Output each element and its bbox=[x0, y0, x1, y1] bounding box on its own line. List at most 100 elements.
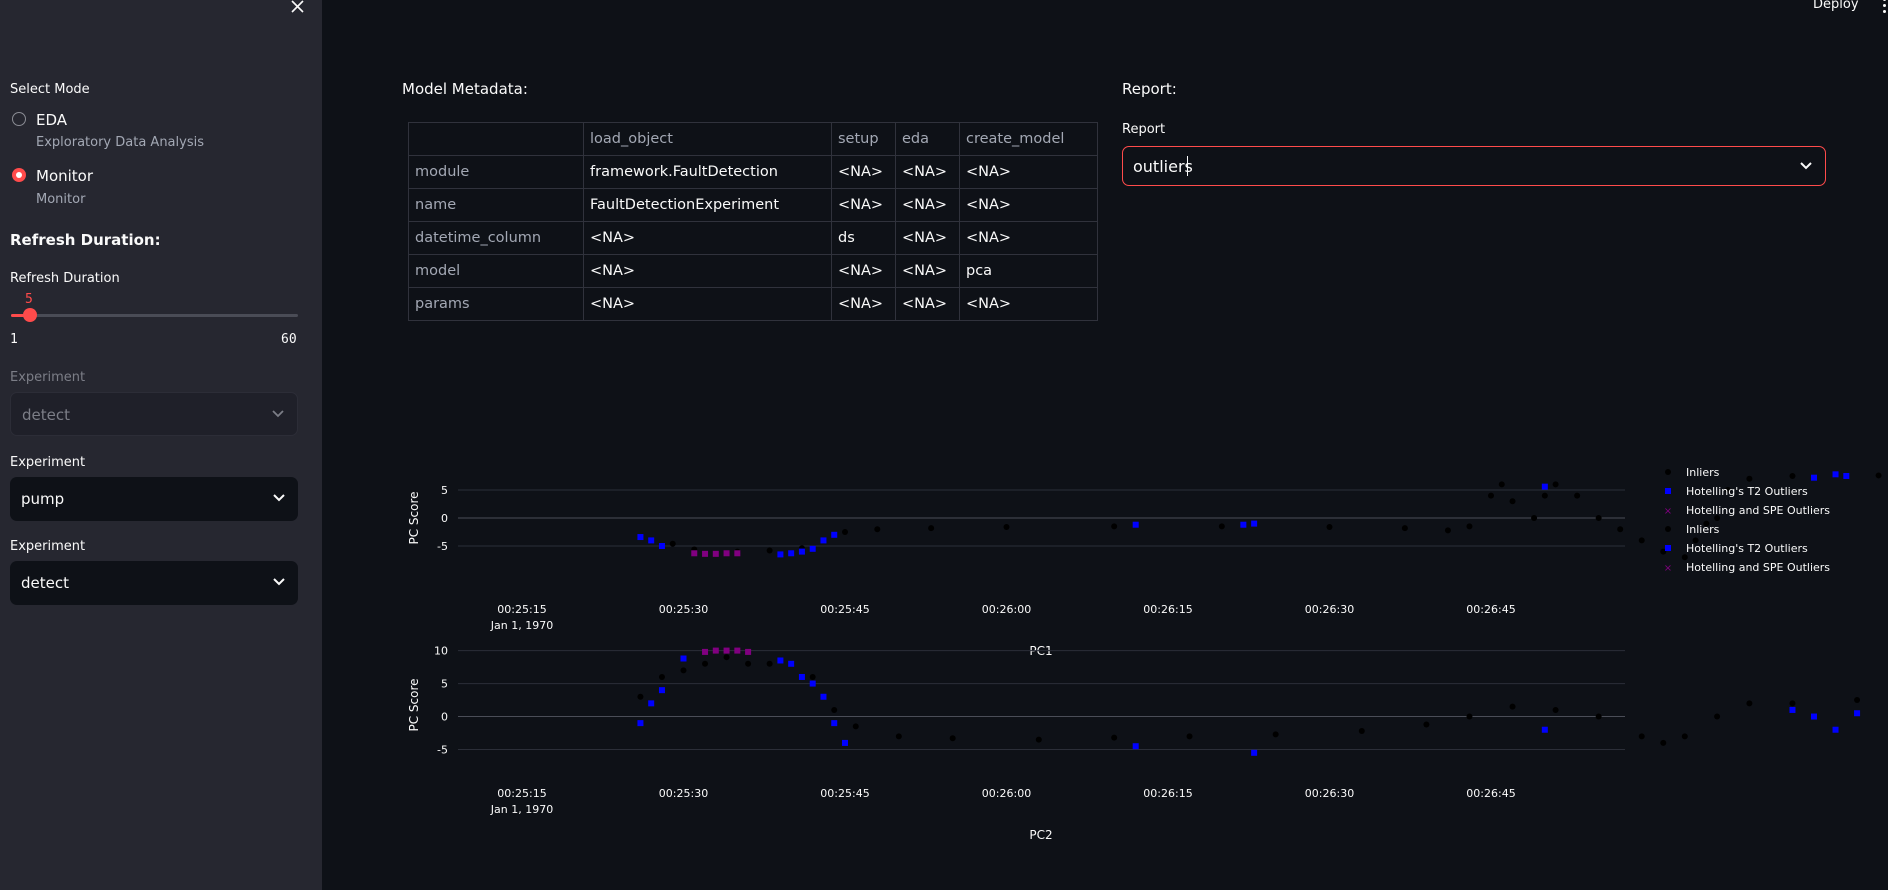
chevron-down-icon bbox=[273, 494, 285, 502]
data-point bbox=[1003, 523, 1010, 530]
data-point bbox=[1218, 523, 1225, 530]
data-point bbox=[637, 693, 644, 700]
select-mode-label: Select Mode bbox=[10, 82, 90, 97]
data-point bbox=[1401, 525, 1408, 532]
data-point bbox=[745, 648, 752, 655]
chevron-down-icon bbox=[272, 410, 284, 418]
radio-eda-label[interactable]: EDA bbox=[36, 111, 68, 129]
data-point bbox=[1531, 515, 1538, 521]
data-point bbox=[842, 529, 848, 535]
data-point bbox=[734, 647, 741, 654]
data-point bbox=[766, 547, 773, 554]
metadata-title: Model Metadata: bbox=[402, 80, 528, 98]
row-header: name bbox=[408, 188, 584, 222]
data-point bbox=[1724, 487, 1731, 493]
data-point bbox=[702, 660, 709, 667]
data-point bbox=[1111, 523, 1118, 530]
x-tick-label: 00:26:00 bbox=[982, 787, 1031, 800]
data-point bbox=[1444, 527, 1451, 534]
radio-monitor[interactable] bbox=[12, 168, 26, 182]
data-point bbox=[669, 540, 676, 547]
legend-marker bbox=[1665, 545, 1671, 551]
deploy-button[interactable]: Deploy bbox=[1813, 0, 1859, 12]
data-point bbox=[702, 648, 709, 655]
legend-label: Hotelling's T2 Outliers bbox=[1686, 542, 1808, 555]
table-cell: <NA> bbox=[895, 155, 960, 189]
data-point bbox=[734, 550, 741, 557]
table-cell: <NA> bbox=[831, 155, 896, 189]
data-point bbox=[928, 525, 935, 532]
data-point bbox=[798, 548, 805, 555]
x-tick-label: 00:26:45 bbox=[1466, 603, 1515, 616]
data-point bbox=[1186, 733, 1193, 740]
data-point bbox=[809, 545, 816, 552]
text-cursor bbox=[1187, 156, 1188, 176]
experiment-2-value: detect bbox=[21, 574, 69, 592]
data-point bbox=[1789, 700, 1796, 707]
row-header: params bbox=[408, 287, 584, 321]
data-point bbox=[1552, 481, 1559, 488]
data-point bbox=[1541, 726, 1548, 733]
report-select[interactable]: outliers bbox=[1122, 146, 1826, 186]
data-point bbox=[1466, 713, 1473, 720]
data-point bbox=[680, 667, 687, 674]
y-axis-label: PC Score bbox=[407, 491, 421, 544]
table-row: params <NA> <NA> <NA> <NA> bbox=[408, 287, 1098, 321]
data-point bbox=[658, 673, 665, 680]
data-point bbox=[777, 551, 784, 558]
y-tick-label: 0 bbox=[441, 711, 448, 724]
legend-label: Hotelling and SPE Outliers bbox=[1686, 561, 1830, 574]
data-point bbox=[1714, 713, 1721, 720]
x-tick-label: 00:25:45 bbox=[820, 603, 869, 616]
data-point bbox=[1746, 475, 1753, 482]
data-point bbox=[723, 654, 730, 661]
report-label: Report bbox=[1122, 122, 1166, 137]
data-point bbox=[1617, 526, 1624, 533]
data-point bbox=[820, 693, 827, 700]
data-point bbox=[712, 550, 719, 557]
data-point bbox=[712, 647, 719, 654]
data-point bbox=[1358, 728, 1365, 735]
data-point bbox=[1714, 515, 1721, 521]
table-cell: <NA> bbox=[959, 221, 1098, 255]
radio-eda[interactable] bbox=[12, 112, 26, 126]
experiment-select-1[interactable]: pump bbox=[10, 477, 298, 521]
column-header: create_model bbox=[959, 122, 1098, 156]
legend-marker: × bbox=[1664, 506, 1672, 517]
x-tick-label: 00:26:30 bbox=[1305, 787, 1354, 800]
data-point bbox=[1423, 721, 1430, 728]
x-tick-label: 00:25:30 bbox=[659, 787, 708, 800]
table-cell: <NA> bbox=[959, 287, 1098, 321]
radio-monitor-caption: Monitor bbox=[36, 192, 86, 207]
data-point bbox=[1703, 520, 1710, 527]
legend-label: Hotelling's T2 Outliers bbox=[1686, 485, 1808, 498]
legend-label: Inliers bbox=[1686, 466, 1720, 479]
main-menu-icon[interactable] bbox=[1880, 0, 1888, 14]
data-point bbox=[1746, 700, 1753, 707]
slider-thumb[interactable] bbox=[23, 308, 37, 322]
legend-marker bbox=[1665, 526, 1671, 532]
metadata-table: load_object setup eda create_model modul… bbox=[408, 122, 1098, 321]
close-icon[interactable] bbox=[289, 0, 307, 14]
legend-label: Inliers bbox=[1686, 523, 1720, 536]
data-point bbox=[1811, 713, 1817, 720]
data-point bbox=[809, 673, 816, 680]
x-axis-label: PC2 bbox=[1029, 828, 1052, 842]
data-point bbox=[852, 723, 859, 730]
data-point bbox=[1811, 474, 1817, 481]
data-point bbox=[1272, 731, 1279, 738]
slider-track[interactable] bbox=[11, 314, 298, 317]
data-point bbox=[1854, 697, 1861, 704]
experiment-select-2[interactable]: detect bbox=[10, 561, 298, 605]
chevron-down-icon bbox=[1800, 162, 1812, 170]
radio-monitor-label[interactable]: Monitor bbox=[36, 167, 94, 185]
x-tick-label: 00:25:45 bbox=[820, 787, 869, 800]
experiment-select-disabled: detect bbox=[10, 392, 298, 436]
data-point bbox=[1638, 733, 1645, 740]
row-header: model bbox=[408, 254, 584, 288]
table-cell: <NA> bbox=[959, 155, 1098, 189]
data-point bbox=[842, 739, 848, 746]
x-tick-sublabel: Jan 1, 1970 bbox=[490, 619, 553, 632]
data-point bbox=[1832, 726, 1839, 733]
table-row: datetime_column <NA> ds <NA> <NA> bbox=[408, 221, 1098, 255]
